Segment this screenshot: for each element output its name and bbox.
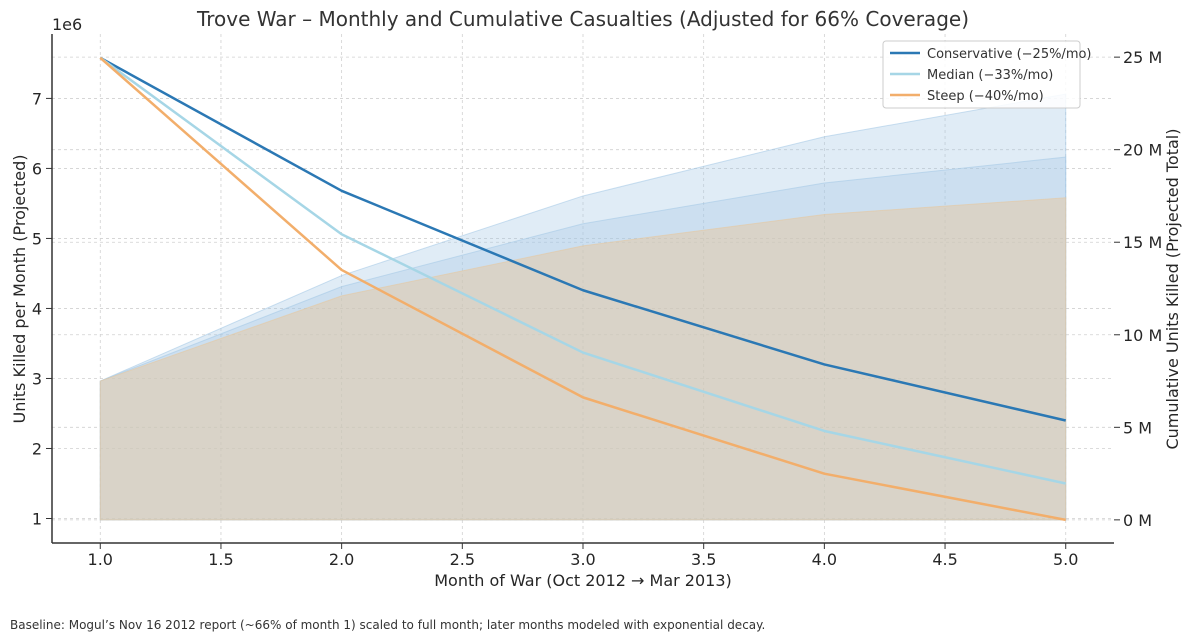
legend-label-0: Conservative (−25%/mo) — [927, 47, 1092, 62]
cumulative-areas — [99, 93, 1067, 521]
x-tick-label-4: 3.0 — [570, 550, 595, 569]
series-line-0 — [99, 56, 1067, 422]
x-tick-label-1: 1.5 — [208, 550, 233, 569]
legend-label-1: Median (−33%/mo) — [927, 68, 1053, 83]
y-tick-label-4: 5 — [32, 229, 42, 248]
x-tick-label-5: 3.5 — [691, 550, 716, 569]
legend-label-2: Steep (−40%/mo) — [927, 89, 1044, 104]
y2-tick-label-0: 0 M — [1123, 511, 1152, 530]
y2-tick-label-3: 15 M — [1123, 233, 1162, 252]
y-tick-label-6: 7 — [32, 89, 42, 108]
x-tick-label-6: 4.0 — [812, 550, 837, 569]
y-tick-label-1: 2 — [32, 439, 42, 458]
y-axis-ticks: 1 2 3 4 5 6 7 — [32, 89, 52, 528]
series-lines — [99, 56, 1067, 522]
y-exponent-label: 1e6 — [52, 15, 82, 34]
x-axis-label: Month of War (Oct 2012 → Mar 2013) — [434, 571, 732, 590]
y-axis-label: Units Killed per Month (Projected) — [10, 154, 29, 423]
x-tick-label-0: 1.0 — [88, 550, 113, 569]
y-tick-label-0: 1 — [32, 509, 42, 528]
footnote: Baseline: Mogul’s Nov 16 2012 report (~6… — [10, 618, 765, 632]
legend: Conservative (−25%/mo) Median (−33%/mo) St… — [882, 40, 1092, 109]
y2-tick-label-4: 20 M — [1123, 141, 1162, 160]
y-tick-label-2: 3 — [32, 369, 42, 388]
y2-tick-label-5: 25 M — [1123, 48, 1162, 67]
x-tick-label-7: 4.5 — [932, 550, 957, 569]
series-line-2 — [99, 56, 1066, 522]
y-tick-label-3: 4 — [32, 299, 42, 318]
chart-title: Trove War – Monthly and Cumulative Casua… — [196, 7, 969, 31]
x-tick-label-3: 2.5 — [450, 550, 475, 569]
x-tick-label-8: 5.0 — [1053, 550, 1078, 569]
y2-tick-label-1: 5 M — [1123, 418, 1152, 437]
series-line-1 — [99, 56, 1066, 485]
y2-axis-ticks: 0 M 5 M 10 M 15 M 20 M 25 M — [1114, 48, 1162, 530]
x-tick-label-2: 2.0 — [329, 550, 354, 569]
y-tick-label-5: 6 — [32, 159, 42, 178]
y2-axis-label: Cumulative Units Killed (Projected Total… — [1163, 129, 1182, 450]
x-axis-ticks: 1.0 1.5 2.0 2.5 3.0 3.5 4.0 4.5 5.0 — [88, 543, 1078, 569]
cumulative-area-2 — [99, 197, 1067, 521]
y2-tick-label-2: 10 M — [1123, 326, 1162, 345]
legend-box — [882, 40, 1081, 109]
